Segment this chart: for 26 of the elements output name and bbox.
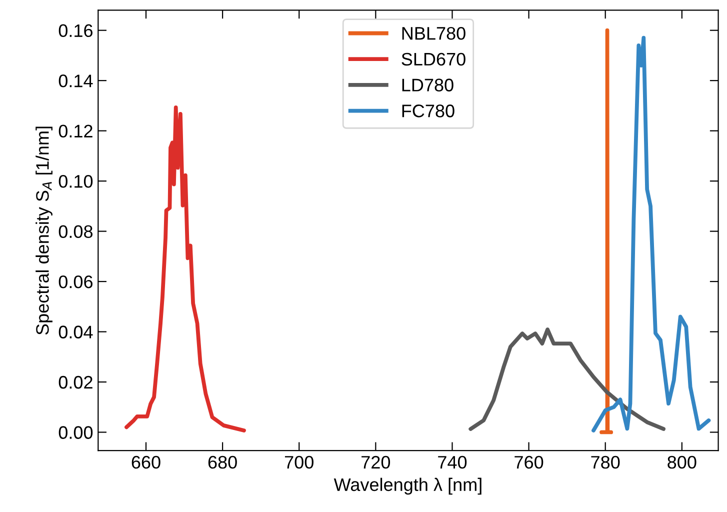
- legend-label: NBL780: [402, 26, 466, 40]
- x-tick-label: 720: [362, 456, 390, 469]
- x-axis-title: Wavelength λ [nm]: [334, 478, 482, 495]
- x-tick-label: 700: [284, 456, 314, 469]
- x-tick-label: 680: [208, 456, 237, 469]
- y-axis-title: Spectral density S$_{A}$ [1/nm]: [36, 126, 52, 335]
- y-tick-label: 0.16: [58, 24, 92, 38]
- x-tick-label: 740: [438, 456, 467, 469]
- line-series: [124, 106, 246, 432]
- y-tick-label: 0.12: [58, 124, 92, 138]
- line-series: [468, 328, 666, 431]
- legend-label: LD780: [402, 78, 454, 92]
- y-tick-label: 0.02: [58, 376, 92, 389]
- y-tick-label: 0.00: [58, 426, 93, 439]
- y-tick-label: 0.14: [58, 74, 93, 88]
- y-tick-label: 0.06: [58, 275, 92, 288]
- x-tick-label: 780: [591, 456, 620, 469]
- x-tick-label: 660: [132, 456, 160, 469]
- x-tick-label: 760: [514, 456, 544, 469]
- y-tick-label: 0.04: [58, 326, 93, 338]
- y-tick-label: 0.10: [58, 174, 93, 188]
- legend-label: FC780: [402, 104, 454, 118]
- legend-label: SLD670: [402, 52, 466, 66]
- line-series: [592, 36, 711, 432]
- y-tick-label: 0.08: [58, 225, 92, 238]
- x-tick-label: 800: [668, 456, 696, 469]
